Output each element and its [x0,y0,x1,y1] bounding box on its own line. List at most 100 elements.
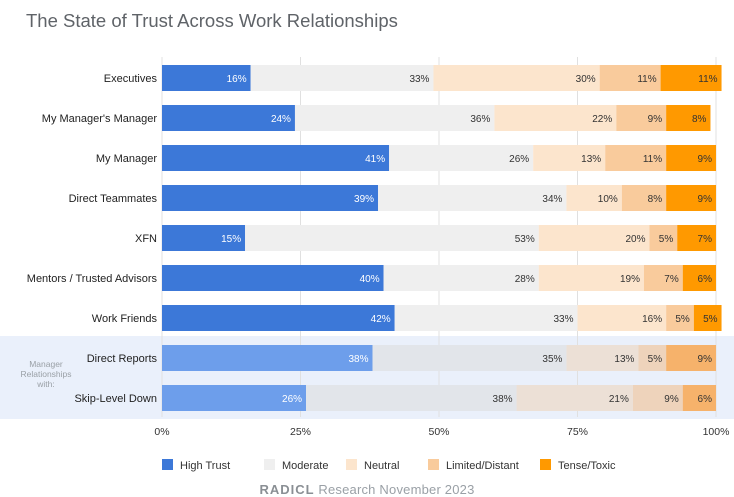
data-label: 9% [698,354,713,365]
data-label: 35% [542,354,562,365]
legend-label: Moderate [282,460,328,472]
bar-segment [666,185,716,211]
data-label: 19% [620,274,640,285]
x-tick-label: 75% [567,426,588,438]
data-label: 53% [515,234,535,245]
data-label: 5% [659,234,674,245]
data-label: 9% [648,114,663,125]
bar-segment [693,305,722,331]
data-label: 38% [349,354,369,365]
data-label: 16% [227,74,247,85]
data-label: 11% [698,74,717,85]
legend-swatch [540,459,551,470]
bar-segment [162,265,384,291]
category-label: Direct Teammates [69,193,158,205]
bar-segment [616,105,667,131]
bar-segment [666,105,711,131]
legend-swatch [264,459,275,470]
bar-segment [566,185,622,211]
category-label: Direct Reports [87,353,158,365]
bar-segment [245,225,539,251]
data-label: 36% [470,114,490,125]
data-label: 6% [698,394,713,405]
bar-segment [538,225,650,251]
footer-text: Research November 2023 [318,482,475,497]
data-label: 24% [271,114,291,125]
data-label: 9% [698,194,713,205]
bar-segment [162,185,379,211]
bar-segment [621,185,667,211]
bar-segment [605,145,667,171]
group-label-line: with: [36,379,54,389]
data-label: 22% [592,114,612,125]
bar-segment [666,145,716,171]
category-label: Skip-Level Down [74,393,157,405]
legend-label: Limited/Distant [446,460,519,472]
legend-label: Tense/Toxic [558,460,616,472]
data-label: 9% [664,394,679,405]
bar-segment [516,385,633,411]
data-label: 5% [648,354,663,365]
legend-label: Neutral [364,460,399,472]
bar-segment [250,65,434,91]
category-label: My Manager's Manager [42,113,158,125]
data-label: 40% [360,274,380,285]
data-label: 9% [698,154,713,165]
bar-segment [638,345,667,371]
data-label: 20% [626,234,646,245]
data-label: 13% [614,354,634,365]
bar-segment [433,65,600,91]
data-label: 33% [409,74,429,85]
bar-segment [494,105,617,131]
bar-segment [162,225,246,251]
bar-segment [677,225,716,251]
bar-segment [162,65,251,91]
group-label-line: Relationships [20,369,71,379]
data-label: 5% [675,314,690,325]
data-label: 11% [637,74,656,85]
bar-segment [566,345,639,371]
bar-segment [389,145,534,171]
data-label: 8% [648,194,663,205]
data-label: 8% [692,114,707,125]
footer-brand: RADICL [259,482,315,497]
data-label: 16% [642,314,662,325]
bar-segment [162,345,373,371]
data-label: 6% [698,274,713,285]
bar-segment [162,385,307,411]
legend-swatch [346,459,357,470]
bar-segment [383,265,539,291]
bar-segment [162,305,395,331]
bar-segment [632,385,683,411]
bar-segment [378,185,567,211]
x-tick-label: 0% [154,426,169,438]
bar-segment [643,265,683,291]
data-label: 7% [698,234,713,245]
data-label: 15% [221,234,241,245]
data-label: 5% [703,314,718,325]
bar-segment [533,145,606,171]
bar-segment [577,305,667,331]
data-label: 26% [509,154,529,165]
data-label: 39% [354,194,374,205]
bar-segment [666,345,716,371]
bar-segment [682,265,716,291]
data-label: 34% [542,194,562,205]
category-label: Executives [104,73,158,85]
group-label-line: Manager [29,359,63,369]
data-label: 38% [493,394,513,405]
bar-segment [682,385,716,411]
category-label: Mentors / Trusted Advisors [27,273,158,285]
x-tick-label: 100% [703,426,730,438]
data-label: 41% [365,154,385,165]
footer: RADICL Research November 2023 [0,482,734,497]
data-label: 13% [581,154,601,165]
data-label: 33% [553,314,573,325]
bar-segment [394,305,578,331]
x-tick-label: 50% [428,426,449,438]
category-label: My Manager [96,153,157,165]
data-label: 42% [371,314,391,325]
data-label: 21% [609,394,629,405]
data-label: 7% [664,274,679,285]
